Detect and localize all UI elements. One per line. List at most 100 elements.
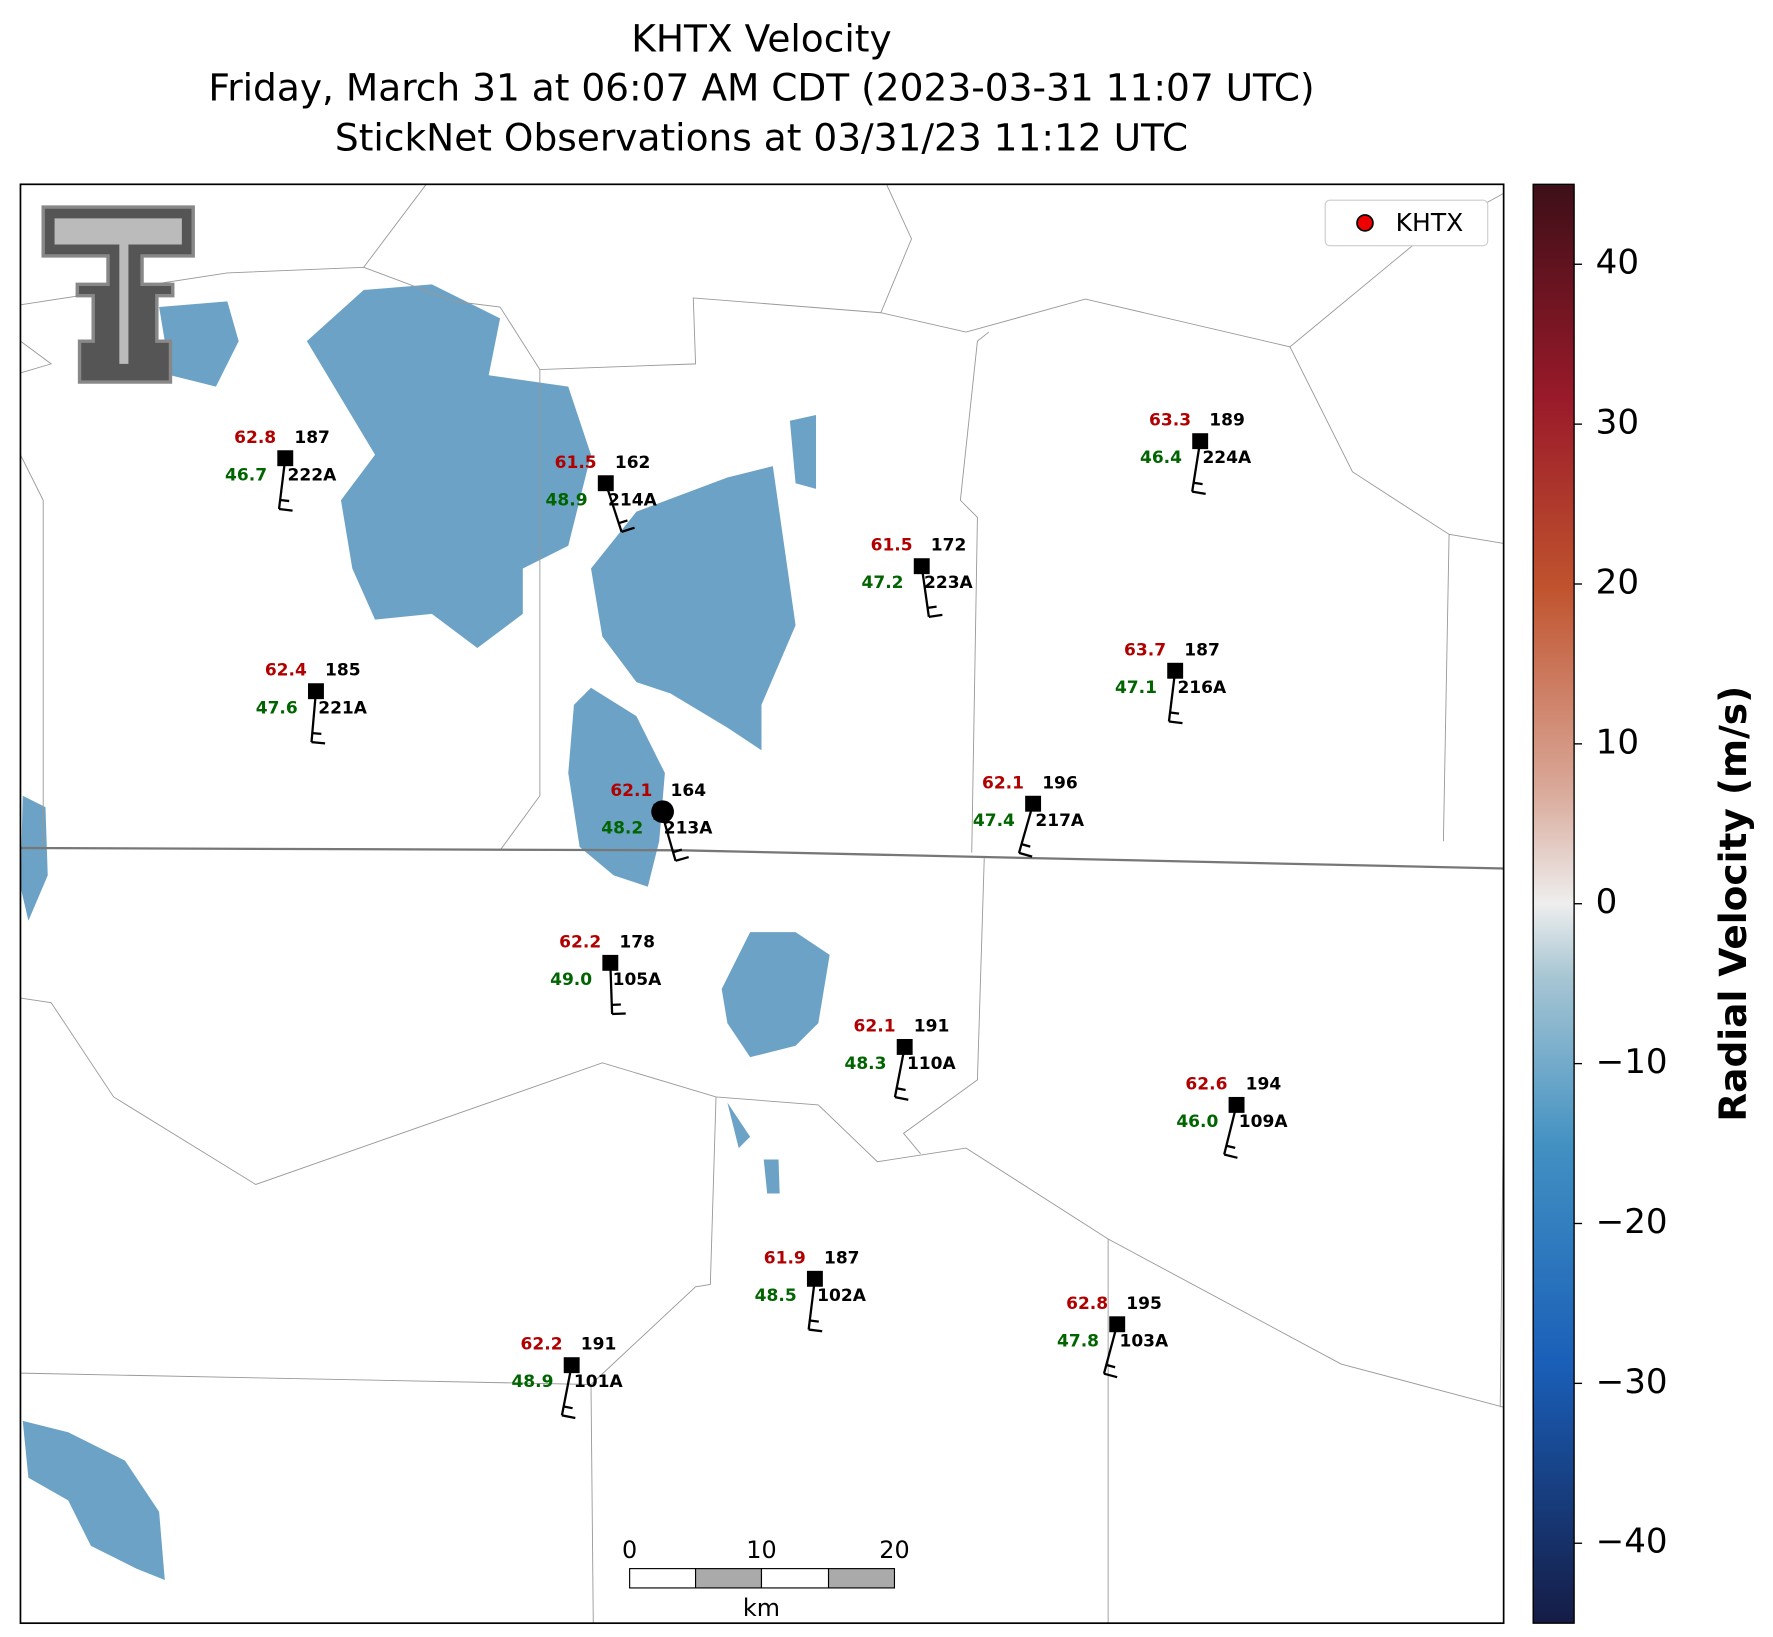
- colorbar: Radial Velocity (m/s) −40 −30 −20 −10 0 10 20 3…: [1532, 183, 1755, 1624]
- wind-barb: [808, 1328, 823, 1333]
- station: 62.2 191 48.9 101A: [511, 1335, 624, 1420]
- radar-site: [651, 800, 674, 824]
- station-id: 109A: [1239, 1112, 1289, 1132]
- station-dew: 46.4: [1140, 448, 1182, 468]
- colorbar-tick-label: −40: [1596, 1522, 1668, 1562]
- station-marker: [806, 1270, 823, 1287]
- wind-staff: [310, 691, 318, 743]
- legend: KHTX: [1324, 199, 1489, 247]
- station-temp: 62.1: [854, 1016, 896, 1036]
- station-dew: 46.0: [1176, 1112, 1218, 1132]
- legend-box: [1324, 199, 1489, 247]
- station-temp: 62.8: [234, 428, 276, 448]
- station: 62.6 194 46.0 109A: [1176, 1074, 1289, 1159]
- ttu-logo: [41, 205, 195, 384]
- wind-barb: [280, 498, 290, 503]
- scale-label: 20: [879, 1536, 909, 1564]
- station-temp: 61.5: [555, 453, 597, 473]
- wind-barb: [1169, 711, 1180, 715]
- wind-staff: [1102, 1323, 1119, 1374]
- wind-barb: [809, 1319, 819, 1323]
- station-id: 221A: [318, 698, 368, 718]
- station-temp: 62.4: [265, 661, 307, 681]
- wind-barb: [894, 1096, 909, 1101]
- station-dew: 48.3: [844, 1054, 886, 1074]
- wind-barb: [1018, 851, 1033, 858]
- station-dew: 47.4: [973, 811, 1015, 831]
- station-marker: [308, 683, 324, 700]
- station-dir: 191: [581, 1335, 617, 1355]
- station-dew: 49.0: [550, 970, 592, 990]
- station-id: 214A: [608, 490, 658, 510]
- station-dir: 195: [1126, 1294, 1162, 1314]
- station-temp: 63.3: [1149, 411, 1191, 431]
- scale-label: 0: [622, 1536, 637, 1564]
- colorbar-tick-label: 30: [1596, 403, 1639, 443]
- station-dir: 191: [914, 1016, 950, 1036]
- wind-barb: [927, 605, 937, 609]
- wind-barb: [1192, 490, 1206, 495]
- station-dir: 187: [824, 1248, 860, 1268]
- station-id: 222A: [288, 465, 338, 485]
- station-dir: 164: [671, 781, 707, 801]
- wind-barb: [928, 613, 943, 618]
- station: 62.1 191 48.3 110A: [844, 1016, 957, 1101]
- station-id: 103A: [1119, 1331, 1169, 1351]
- station-dew: 47.1: [1115, 678, 1157, 698]
- station: 62.1 196 47.4 217A: [973, 773, 1085, 858]
- wind-barb: [672, 848, 683, 854]
- wind-staff: [604, 482, 623, 533]
- station: 62.2 178 49.0 105A: [550, 932, 662, 1016]
- station-marker: [1025, 795, 1042, 812]
- station-marker: [563, 1357, 580, 1374]
- wind-barb: [312, 731, 322, 736]
- station: 63.7 187 47.1 216A: [1115, 640, 1227, 725]
- wind-barb: [618, 519, 628, 525]
- station: 61.9 187 48.5 102A: [755, 1248, 867, 1333]
- wind-barb: [563, 1405, 573, 1410]
- station: 62.4 185 47.6 221A: [256, 661, 368, 745]
- station-dew: 47.8: [1057, 1331, 1099, 1351]
- title-line: StickNet Observations at 03/31/23 11:12 …: [335, 115, 1188, 159]
- station: 61.5 172 47.2 223A: [862, 536, 974, 618]
- wind-barb: [561, 1414, 576, 1420]
- county-borders: [20, 184, 1505, 1624]
- station: 63.3 189 46.4 224A: [1140, 411, 1252, 495]
- station-marker: [277, 450, 294, 467]
- stations: 62.8 187 46.7 222A 61.5 162 48.9 214A 61.5 172 47.…: [225, 411, 1289, 1420]
- scale-unit: km: [743, 1594, 780, 1622]
- station-marker: [896, 1038, 913, 1055]
- station-id: 101A: [574, 1372, 624, 1392]
- wind-staff: [560, 1364, 573, 1416]
- wind-barb: [1103, 1372, 1118, 1379]
- colorbar-tick-label: 40: [1596, 243, 1639, 283]
- colorbar-tick-label: 10: [1596, 722, 1639, 762]
- colorbar-tick-label: −20: [1596, 1202, 1668, 1242]
- wind-barb: [311, 741, 326, 745]
- colorbar-gradient: [1532, 183, 1575, 1624]
- station-dir: 178: [619, 932, 655, 952]
- wind-barb: [1021, 843, 1031, 848]
- station-marker: [1109, 1316, 1126, 1333]
- station-temp: 63.7: [1124, 640, 1166, 660]
- title-line: KHTX Velocity: [631, 17, 891, 61]
- station-id: 213A: [664, 819, 714, 839]
- station-dir: 162: [615, 453, 651, 473]
- wind-barb: [1223, 1153, 1238, 1159]
- wind-staff: [1017, 803, 1035, 854]
- scale-bar: 0 10 20 km: [622, 1536, 910, 1622]
- map-panel: 62.8 187 46.7 222A 61.5 162 48.9 214A 61.5 172 47.…: [19, 183, 1505, 1625]
- colorbar-tick-label: −30: [1596, 1362, 1668, 1402]
- station-dir: 172: [931, 536, 967, 556]
- station: 62.8 187 46.7 222A: [225, 428, 338, 512]
- station-id: 102A: [817, 1286, 867, 1306]
- legend-label: KHTX: [1396, 208, 1464, 237]
- station-dir: 187: [294, 428, 330, 448]
- station-dir: 187: [1184, 640, 1220, 660]
- wind-barb: [1226, 1144, 1236, 1150]
- title-line: Friday, March 31 at 06:07 AM CDT (2023-0…: [208, 65, 1314, 109]
- station-dew: 47.6: [256, 698, 298, 718]
- station-marker: [597, 475, 614, 492]
- station-marker: [913, 558, 930, 575]
